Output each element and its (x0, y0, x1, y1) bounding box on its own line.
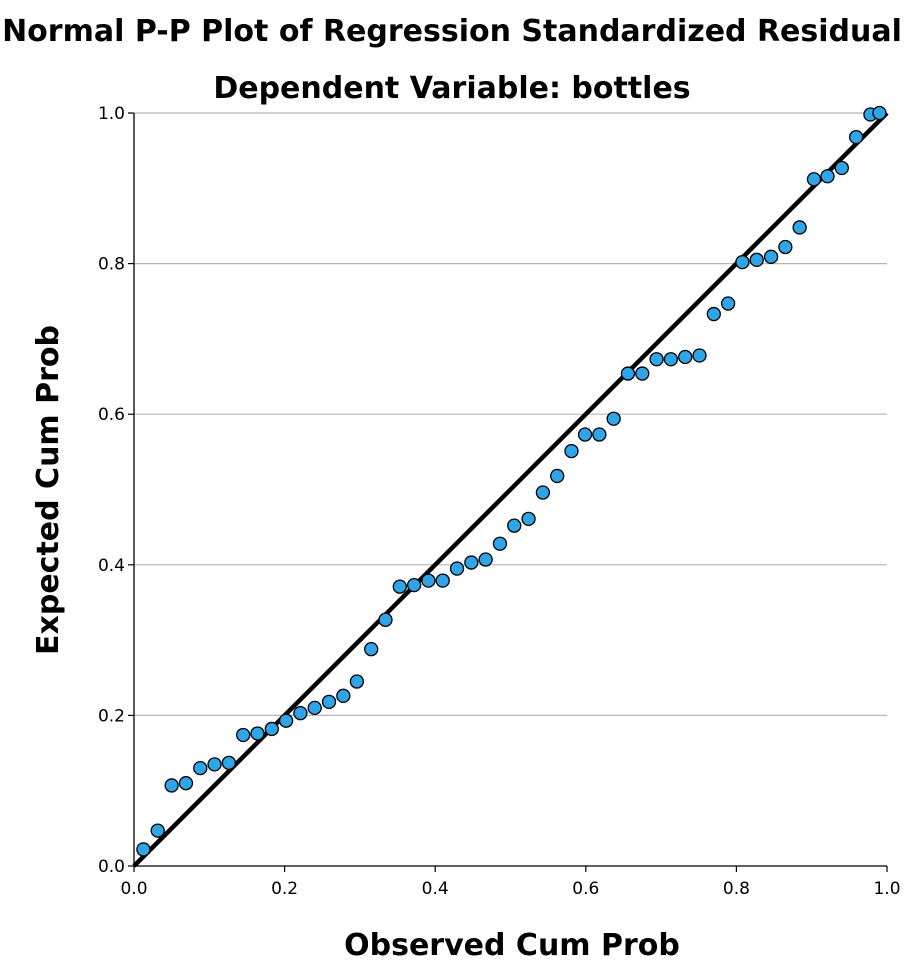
data-point (392, 579, 407, 594)
data-point (635, 366, 650, 381)
reference-line-group (132, 111, 889, 868)
data-point (834, 160, 849, 176)
data-point (221, 755, 237, 770)
y-tick-label: 0.8 (98, 255, 125, 275)
data-point (507, 518, 522, 533)
data-point (872, 105, 887, 121)
data-point (692, 348, 707, 363)
y-tick-label: 0.6 (98, 405, 125, 425)
data-point (321, 694, 337, 709)
data-point (763, 249, 779, 264)
data-point (492, 536, 508, 551)
x-tick-label: 0.4 (422, 879, 449, 899)
data-point (521, 511, 536, 527)
y-tick-label: 1.0 (98, 104, 125, 124)
data-point (349, 674, 365, 689)
data-point (449, 561, 465, 576)
y-axis-title: Expected Cum Prob (31, 325, 66, 655)
data-point (236, 727, 251, 743)
data-point (164, 778, 179, 793)
y-tick-label: 0.2 (98, 706, 125, 726)
data-point (278, 713, 294, 728)
data-point (806, 172, 822, 187)
data-point (378, 612, 393, 627)
tick-labels: 0.0 0.2 0.4 0.6 0.8 1.0 0.0 0.2 0.4 0.6 0.8 1.0 (98, 104, 901, 899)
x-tick-label: 0.2 (271, 879, 298, 899)
data-point (778, 239, 793, 255)
data-point (564, 443, 579, 459)
data-point (720, 296, 736, 311)
data-point (620, 366, 636, 381)
data-point (264, 721, 279, 737)
data-point (550, 468, 565, 484)
data-point (535, 485, 551, 500)
data-point (678, 349, 693, 365)
x-tick-label: 0.0 (120, 879, 147, 899)
data-point (663, 352, 679, 367)
x-tick-label: 0.6 (572, 879, 599, 899)
gridlines (134, 112, 887, 717)
data-point (592, 427, 607, 442)
y-tick-label: 0.4 (98, 556, 125, 576)
data-point (464, 555, 479, 570)
data-point (136, 842, 151, 857)
data-point (749, 252, 764, 267)
data-point (435, 573, 450, 588)
x-tick-label: 0.8 (723, 879, 750, 899)
x-axis-title: Observed Cum Prob (344, 928, 680, 963)
reference-line (132, 111, 889, 868)
data-point (421, 573, 436, 588)
data-point (336, 688, 351, 703)
data-point (150, 823, 165, 838)
data-point (178, 776, 194, 791)
data-points (136, 105, 887, 857)
data-point (649, 352, 664, 367)
data-point (577, 427, 593, 442)
data-point (478, 552, 493, 567)
data-point (207, 757, 222, 772)
axes (128, 112, 888, 872)
data-point (706, 306, 721, 322)
data-point (735, 254, 750, 270)
data-point (406, 577, 422, 593)
y-tick-label: 0.0 (98, 857, 125, 877)
chart-title: Normal P-P Plot of Regression Standardiz… (2, 14, 902, 49)
data-point (364, 641, 379, 657)
data-point (307, 700, 322, 716)
data-point (250, 726, 265, 741)
data-point (848, 129, 864, 145)
data-point (193, 760, 208, 776)
data-point (792, 220, 807, 235)
x-tick-label: 1.0 (873, 879, 900, 899)
data-point (293, 705, 308, 721)
chart-subtitle: Dependent Variable: bottles (213, 71, 690, 106)
data-point (606, 411, 621, 426)
data-point (820, 169, 835, 184)
